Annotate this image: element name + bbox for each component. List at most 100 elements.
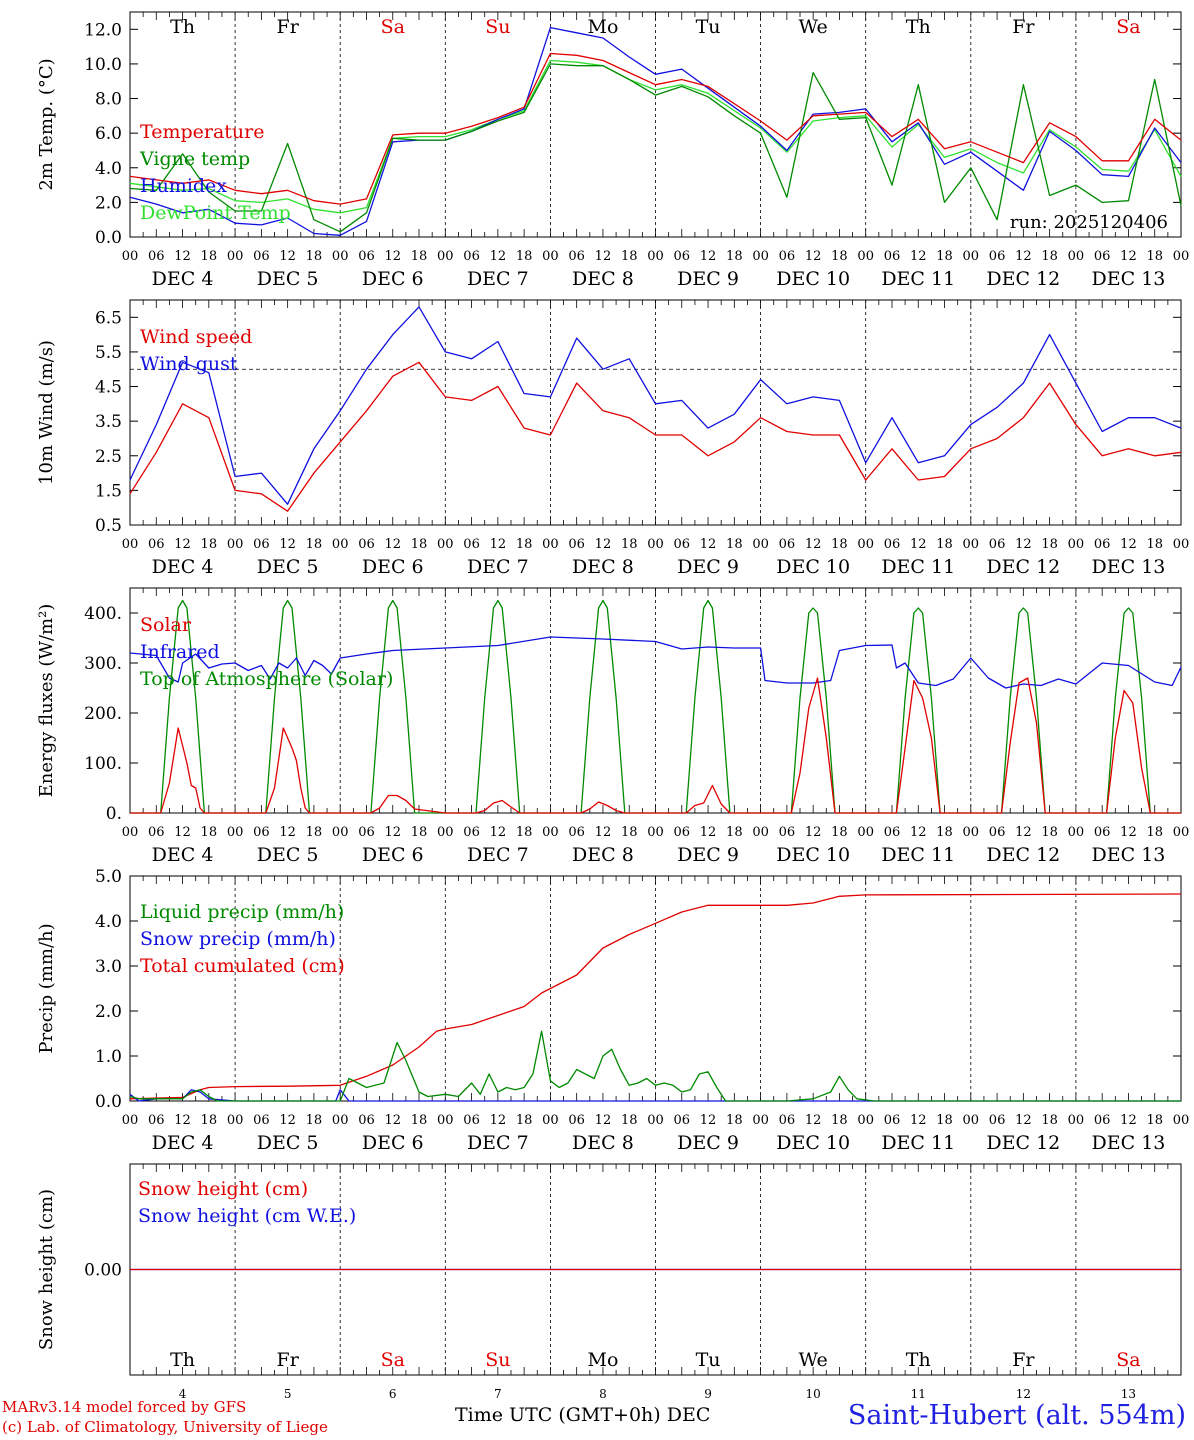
hour-label: 00 (332, 249, 349, 264)
legend-entry: Top of Atmosphere (Solar) (140, 668, 393, 690)
hour-label: 18 (726, 1113, 743, 1128)
legend-entry: Liquid precip (mm/h) (140, 901, 344, 923)
hour-label: 00 (332, 1113, 349, 1128)
hour-label: 06 (253, 249, 270, 264)
date-label: DEC 10 (776, 1132, 850, 1154)
hour-label: 06 (884, 1113, 901, 1128)
hour-label: 18 (306, 1113, 323, 1128)
model-credit: MARv3.14 model forced by GFS (2, 1398, 247, 1416)
station-name: Saint-Hubert (alt. 554m) (847, 1400, 1186, 1431)
hour-label: 12 (805, 1113, 822, 1128)
legend-entry: Infrared (140, 641, 220, 663)
date-label: DEC 7 (467, 1132, 529, 1154)
hour-label: 00 (1068, 825, 1085, 840)
hour-label: 06 (674, 537, 691, 552)
date-label: DEC 9 (677, 268, 739, 290)
day-abbr-bottom: Mo (587, 1349, 618, 1371)
hour-label: 12 (595, 825, 612, 840)
hour-label: 18 (1146, 1113, 1163, 1128)
y-tick-label: 6.0 (95, 124, 122, 144)
date-label: DEC 12 (986, 1132, 1060, 1154)
hour-label: 00 (1173, 537, 1190, 552)
y-tick-label: 4.5 (95, 378, 122, 398)
y-tick-label: 0.00 (84, 1261, 122, 1281)
hour-label: 06 (568, 1113, 585, 1128)
hour-label: 06 (253, 1113, 270, 1128)
hour-label: 00 (122, 537, 139, 552)
series-line-total-cumulated-cm (129, 893, 1182, 1100)
legend-entry: Temperature (140, 121, 264, 143)
hour-label: 00 (332, 825, 349, 840)
hour-label: 00 (437, 1113, 454, 1128)
hour-label: 00 (752, 825, 769, 840)
day-number: 11 (911, 1387, 926, 1401)
legend-entry: DewPoint Temp (140, 202, 291, 224)
hour-label: 00 (647, 825, 664, 840)
hour-label: 12 (700, 825, 717, 840)
date-label: DEC 8 (572, 844, 634, 866)
y-axis-label: Energy fluxes (W/m²) (36, 604, 57, 798)
hour-label: 12 (490, 825, 507, 840)
y-axis-label: Snow height (cm) (36, 1189, 57, 1350)
hour-label: 06 (568, 825, 585, 840)
hour-label: 18 (411, 537, 428, 552)
day-abbr-bottom: Fr (277, 1349, 300, 1371)
date-label: DEC 13 (1092, 844, 1166, 866)
hour-label: 12 (595, 249, 612, 264)
hour-label: 00 (437, 825, 454, 840)
y-tick-label: 5.5 (95, 343, 122, 363)
hour-label: 06 (358, 825, 375, 840)
plot-frame (129, 587, 1182, 814)
hour-label: 18 (936, 1113, 953, 1128)
hour-label: 06 (989, 825, 1006, 840)
y-tick-label: 0.0 (95, 1092, 122, 1112)
date-label: DEC 5 (257, 556, 319, 578)
hour-label: 00 (1068, 1113, 1085, 1128)
day-abbr-bottom: Sa (1116, 1349, 1140, 1371)
legend-entry: Humidex (140, 175, 227, 197)
hour-label: 00 (1173, 249, 1190, 264)
date-label: DEC 13 (1092, 268, 1166, 290)
day-number: 4 (179, 1387, 187, 1401)
day-number: 12 (1016, 1387, 1031, 1401)
hour-label: 12 (1015, 249, 1032, 264)
hour-label: 06 (884, 249, 901, 264)
day-abbr-top: Su (485, 16, 510, 38)
hour-label: 12 (279, 1113, 296, 1128)
y-tick-label: 3.0 (95, 957, 122, 977)
day-number: 10 (806, 1387, 821, 1401)
date-label: DEC 4 (152, 844, 214, 866)
date-label: DEC 4 (152, 268, 214, 290)
hour-label: 06 (674, 1113, 691, 1128)
hour-label: 06 (358, 249, 375, 264)
hour-label: 06 (779, 825, 796, 840)
y-tick-label: 8.0 (95, 90, 122, 110)
hour-label: 00 (963, 825, 980, 840)
hour-label: 00 (647, 1113, 664, 1128)
hour-label: 18 (516, 249, 533, 264)
hour-label: 18 (201, 537, 218, 552)
hour-label: 18 (936, 249, 953, 264)
hour-label: 00 (542, 249, 559, 264)
hour-label: 18 (726, 537, 743, 552)
hour-label: 00 (227, 825, 244, 840)
hour-label: 18 (621, 537, 638, 552)
day-abbr-top: We (799, 16, 828, 38)
hour-label: 12 (805, 249, 822, 264)
date-label: DEC 10 (776, 268, 850, 290)
hour-label: 12 (1015, 825, 1032, 840)
hour-label: 06 (779, 1113, 796, 1128)
day-number: 5 (284, 1387, 292, 1401)
hour-label: 18 (1146, 825, 1163, 840)
hour-label: 12 (1120, 825, 1137, 840)
series-line-wind-speed (129, 361, 1182, 512)
x-axis-month: DEC (666, 1404, 711, 1426)
y-tick-label: 0. (106, 804, 122, 824)
hour-label: 06 (1094, 825, 1111, 840)
hour-label: 12 (174, 825, 191, 840)
hour-label: 00 (332, 537, 349, 552)
hour-label: 12 (174, 249, 191, 264)
series-line-liquid-precip-mm-h (129, 1030, 1181, 1102)
legend-entry: Snow height (cm W.E.) (138, 1205, 356, 1227)
hour-label: 18 (411, 825, 428, 840)
